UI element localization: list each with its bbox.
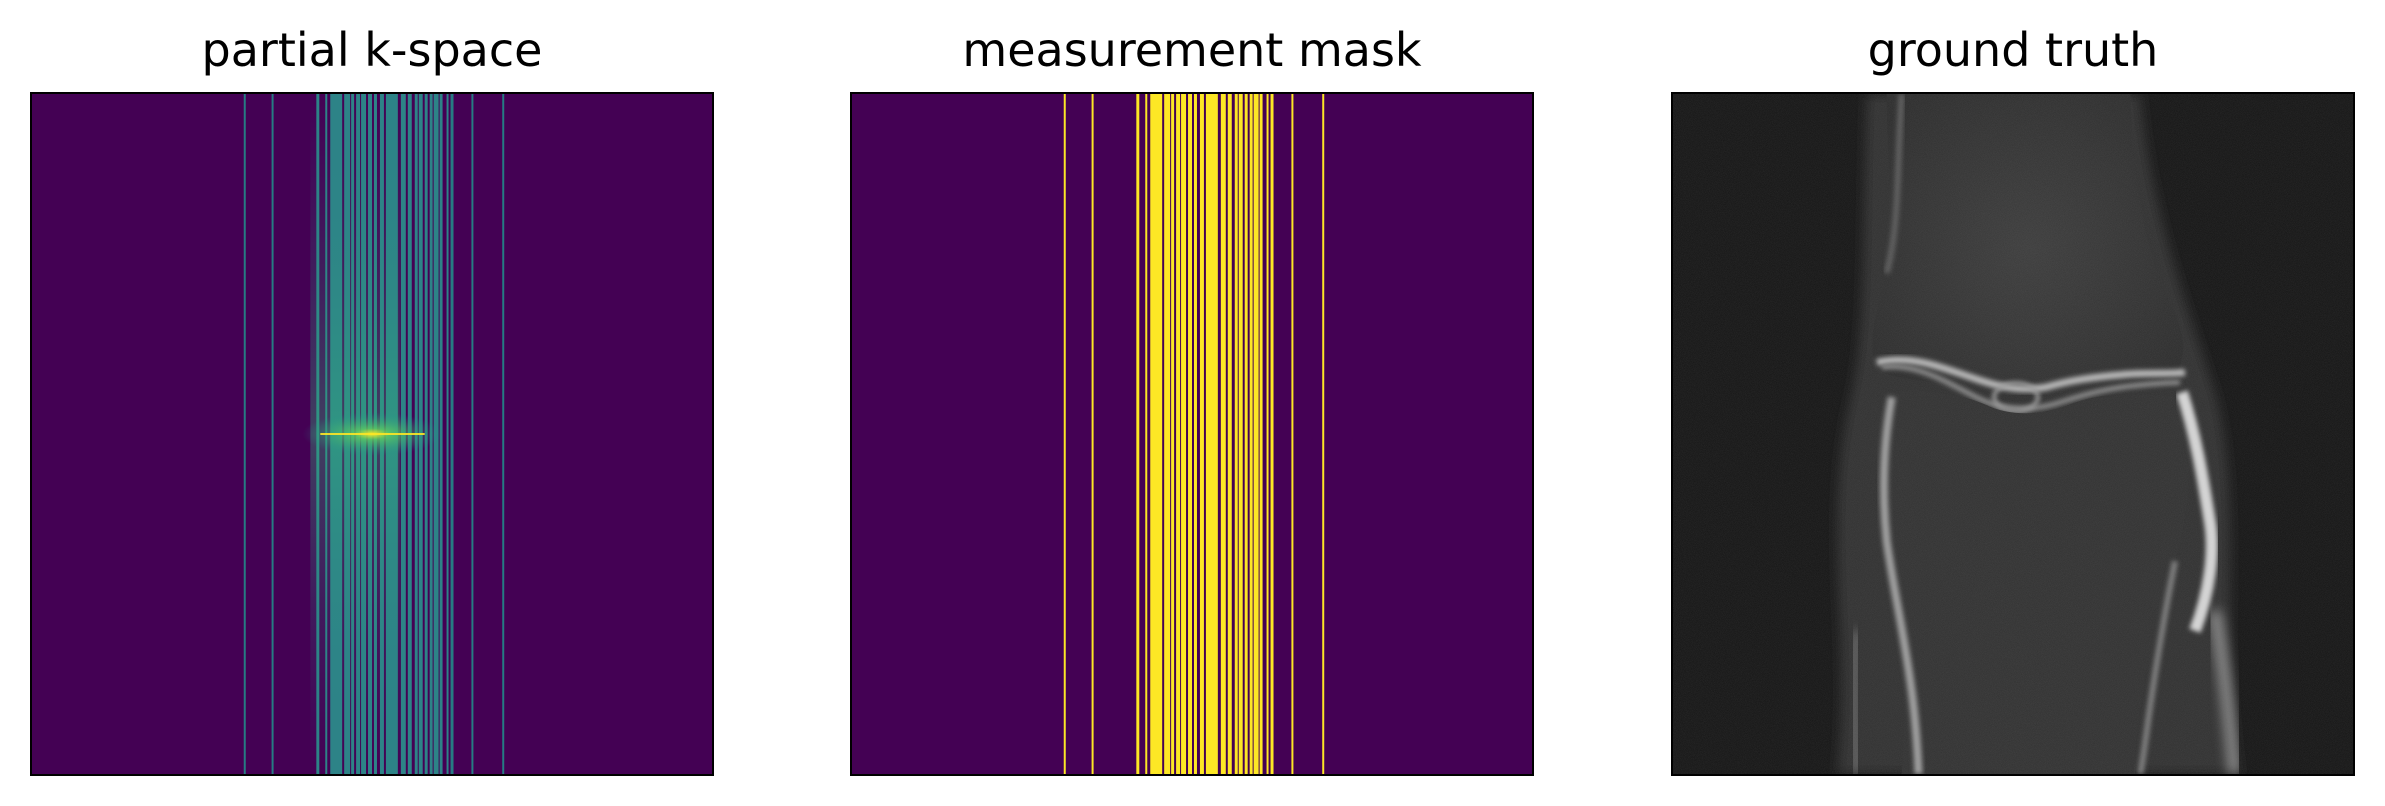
- kspace-sampled-line: [271, 94, 274, 774]
- mask-sampled-line: [1291, 94, 1294, 774]
- kspace-sampled-line: [446, 94, 449, 774]
- mask-plot: [852, 94, 1532, 774]
- mask-sampled-line: [1188, 94, 1192, 774]
- mask-image: [850, 92, 1534, 776]
- mask-sampled-line: [1164, 94, 1171, 774]
- kspace-sampled-line: [243, 94, 246, 774]
- kspace-sampled-line: [471, 94, 474, 774]
- mask-sampled-line: [1171, 94, 1175, 774]
- mask-sampled-line: [1199, 94, 1204, 774]
- mask-sampled-line: [1205, 94, 1218, 774]
- mask-lines: [1063, 94, 1325, 774]
- mask-sampled-line: [1176, 94, 1181, 774]
- kspace-title: partial k-space: [201, 23, 543, 77]
- mask-sampled-line: [1249, 94, 1253, 774]
- mask-sampled-line: [1145, 94, 1148, 774]
- mask-sampled-line: [1227, 94, 1232, 774]
- mask-sampled-line: [1181, 94, 1187, 774]
- mask-sampled-line: [1193, 94, 1197, 774]
- mask-sampled-line: [1266, 94, 1269, 774]
- knee-mri: [1673, 94, 2353, 774]
- truth-title: ground truth: [1867, 23, 2159, 77]
- kspace-plot: [32, 94, 712, 774]
- mask-sampled-line: [1244, 94, 1248, 774]
- mask-sampled-line: [1234, 94, 1238, 774]
- mask-sampled-line: [1220, 94, 1226, 774]
- mask-sampled-line: [1322, 94, 1325, 774]
- mask-sampled-line: [1270, 94, 1274, 774]
- mask-sampled-line: [1259, 94, 1263, 774]
- mask-sampled-line: [1091, 94, 1094, 774]
- kspace-image: [30, 92, 714, 776]
- ground-truth-image: [1671, 92, 2355, 776]
- mask-sampled-line: [1136, 94, 1140, 774]
- kspace-sampled-line: [502, 94, 505, 774]
- mask-sampled-line: [1253, 94, 1259, 774]
- mask-sampled-line: [1150, 94, 1163, 774]
- mask-title: measurement mask: [962, 23, 1422, 77]
- kspace-sampled-line: [450, 94, 454, 774]
- mri-noise: [1673, 94, 2353, 774]
- mask-sampled-line: [1063, 94, 1066, 774]
- mask-sampled-line: [1238, 94, 1243, 774]
